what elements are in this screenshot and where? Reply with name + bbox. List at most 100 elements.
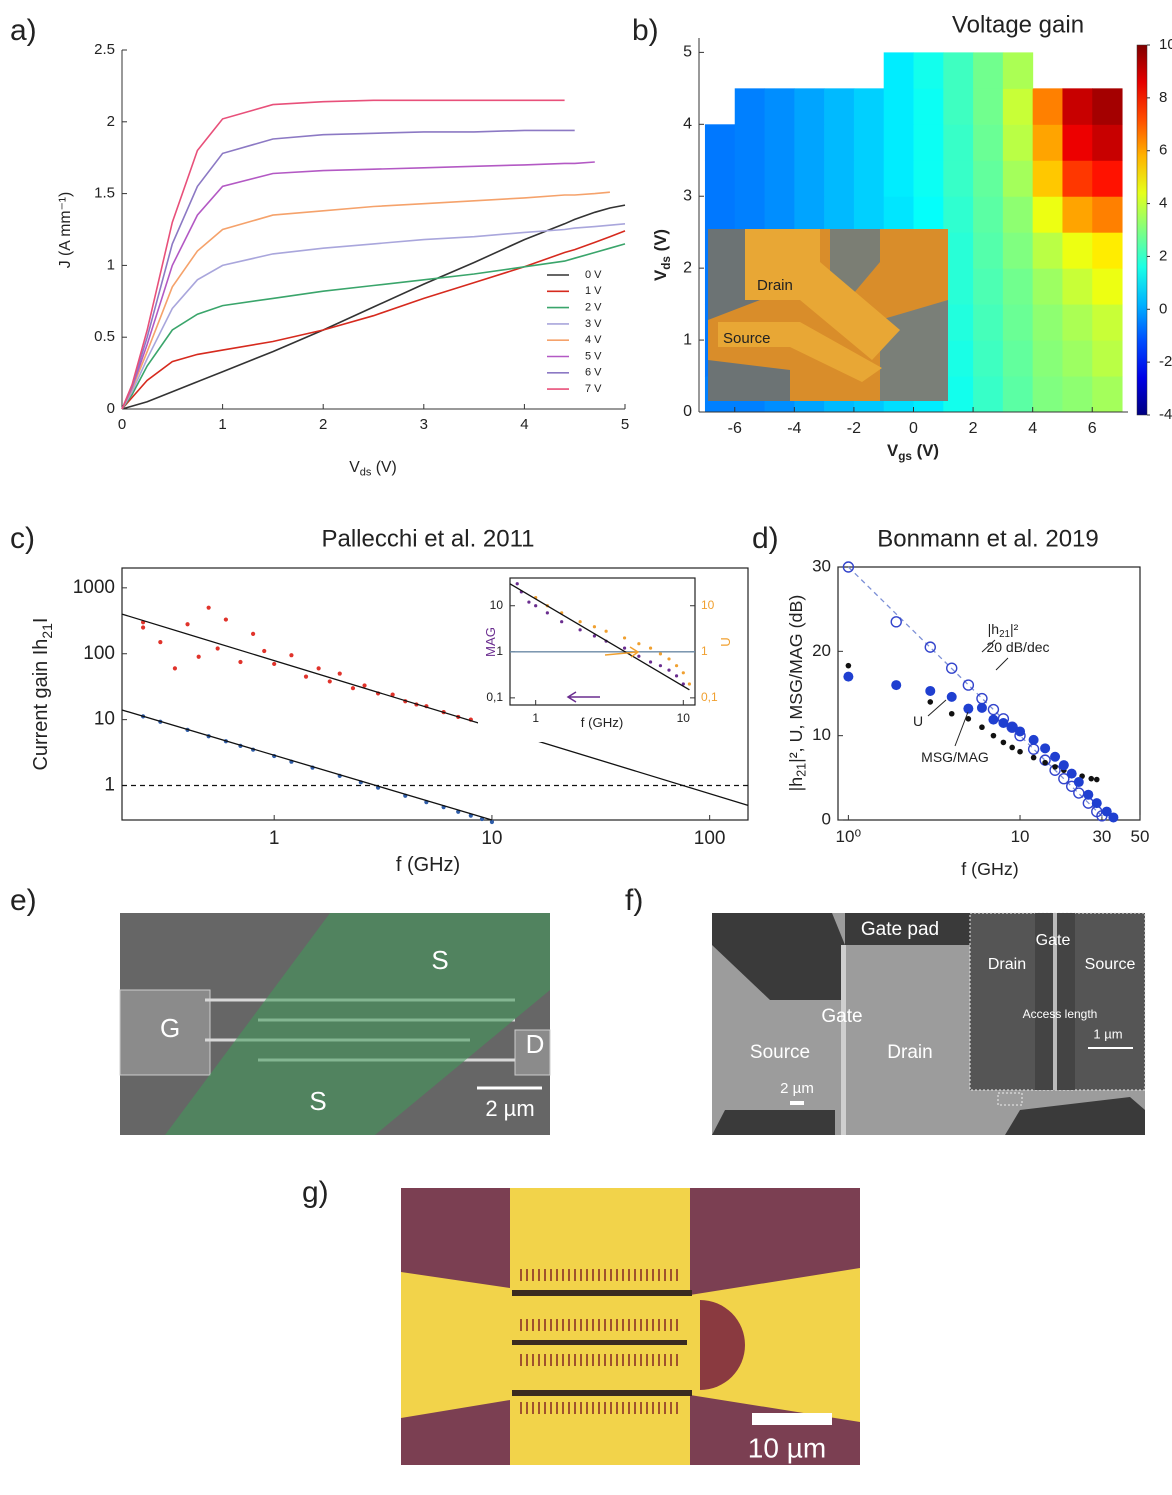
chart-title: Bonmann et al. 2019 [877,525,1099,552]
data-point [1058,760,1069,771]
data-point [1091,798,1102,809]
data-point [327,679,332,684]
annotation: |h21|² [988,621,1019,640]
heat-cell [1002,124,1034,161]
plots: 0 1 2 3 4 500.511.522.5a)Vds (V)J (A mm⁻¹)0 V… [10,11,1172,878]
heat-cell [1002,304,1034,341]
heat-cell [764,196,795,233]
y2-tick-label: 1 [701,644,708,658]
leader-line [954,711,969,747]
heat-cell [943,88,974,125]
image-label: Source [1085,956,1136,973]
x-tick-label: 0 [909,420,918,437]
heat-cell [1032,340,1063,377]
image-label: Drain [887,1042,932,1063]
data-point [637,654,641,658]
data-point [527,600,531,604]
heat-cell [943,340,974,377]
x-tick-label: 10 [1011,827,1030,846]
x-tick-label: 100 [694,828,726,849]
heat-cell [794,160,825,197]
label-part: |² [1010,621,1019,637]
heat-cell [853,124,885,161]
series-line [121,243,626,410]
heat-cell [913,88,944,125]
x-tick-label: 3 [420,416,428,433]
data-point [362,683,367,688]
y-tick-label: 100 [83,643,115,664]
colorbar-label: 8 [1159,89,1167,106]
data-point [658,652,663,656]
x-tick-label: 10 [677,711,691,725]
data-point [890,616,902,628]
image-label: Source [750,1042,810,1063]
graphene [165,913,550,1135]
data-point [206,605,211,610]
y-tick-label: 0.5 [94,328,115,345]
heat-cell [1092,232,1123,269]
image-label: S [431,945,448,975]
data-point [578,628,582,632]
label-part: ds [660,256,673,270]
data-point [185,622,190,627]
data-point [946,691,957,702]
legend-label: 1 V [585,285,602,297]
panel-label: d) [752,522,779,555]
panel-label: f) [625,884,643,917]
heat-cell [883,88,914,125]
data-point [988,714,999,725]
x-axis-label: f (GHz) [396,854,460,876]
y-tick-label: 2.5 [94,41,115,58]
heat-cell [1062,160,1093,197]
scale-label: 2 µm [780,1080,814,1097]
heat-cell [1032,124,1063,161]
series-line [121,129,575,410]
heat-cell [1062,232,1093,269]
dark-region [712,1110,835,1135]
heat-cell [734,160,766,197]
heat-cell [883,124,914,161]
channels [512,1290,692,1396]
heat-cell [734,196,766,233]
heat-cell [883,52,914,89]
heat-cell [1092,340,1123,377]
heat-cell [943,232,974,269]
image-label: G [160,1013,180,1043]
data-point [1093,776,1100,783]
heat-cell [943,124,974,161]
heat-cell [1092,268,1123,305]
heat-cell [1032,268,1063,305]
heat-cell [943,52,974,89]
heat-cell [973,304,1004,341]
arrow [604,646,640,658]
heat-cell [824,196,855,233]
data-point [681,682,685,686]
data-point [1088,775,1095,782]
y-tick-label: 5 [683,44,692,61]
channel [512,1390,692,1396]
y-tick-label: 2 [683,259,692,276]
y-axis-label: J (A mm⁻¹) [57,192,74,269]
heat-cell [1002,340,1034,377]
data-point [658,664,663,668]
x-tick-label: 30 [1092,827,1111,846]
annotation: MSG/MAG [921,749,989,765]
heat-cell [853,196,885,233]
scale-label: 10 µm [748,1432,826,1463]
heat-cell [764,160,795,197]
series-line [121,161,595,410]
annotation: 20 dB/dec [986,639,1049,655]
data-point [924,641,936,653]
y-tick-label: 10 [94,709,115,730]
series-line [121,99,565,410]
plot-frame [121,567,749,821]
label-part: gs [898,450,912,463]
gate-line [841,945,846,1135]
heat-cell [1002,268,1034,305]
heat-cell [1092,88,1123,125]
data-point [965,716,972,722]
data-point [667,668,671,672]
heat-cell [1032,196,1063,233]
y-tick-label: 1 [104,775,115,796]
data-point [667,657,671,661]
